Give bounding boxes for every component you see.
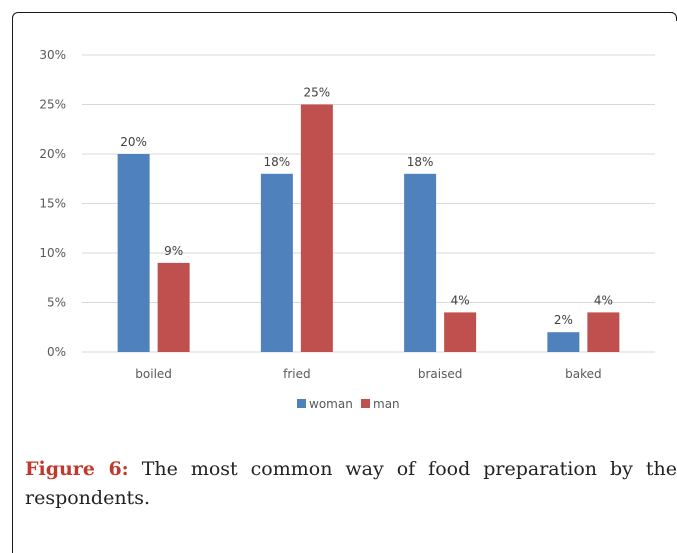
data-label-man-fried: 25%	[304, 86, 331, 100]
bar-woman-fried	[260, 173, 293, 352]
data-label-woman-braised: 18%	[407, 155, 434, 169]
x-axis-ticks: boiled fried braised baked	[135, 367, 601, 381]
bar-man-braised	[444, 312, 477, 352]
y-tick-label: 20%	[39, 147, 66, 161]
y-tick-label: 25%	[39, 98, 66, 112]
bar-woman-baked	[547, 332, 580, 352]
legend-label-man: man	[373, 397, 400, 411]
y-tick-label: 10%	[39, 246, 66, 260]
data-labels: 20% 9% 18% 25% 18% 4% 2% 4%	[120, 86, 613, 328]
y-tick-label: 30%	[39, 48, 66, 62]
legend-swatch-woman	[297, 399, 306, 408]
data-label-woman-boiled: 20%	[120, 135, 147, 149]
bar-woman-braised	[404, 173, 437, 352]
y-tick-label: 15%	[39, 197, 66, 211]
legend-swatch-man	[361, 399, 370, 408]
x-tick-label: boiled	[135, 367, 172, 381]
data-label-man-braised: 4%	[451, 293, 470, 307]
y-tick-label: 5%	[47, 296, 66, 310]
data-label-woman-baked: 2%	[554, 313, 573, 327]
y-axis-ticks: 0% 5% 10% 15% 20% 25% 30%	[39, 48, 66, 359]
x-tick-label: fried	[283, 367, 311, 381]
bar-chart: 0% 5% 10% 15% 20% 25% 30% 20% 9% 18% 25% 18% 4% 2% 4%…	[39, 48, 655, 411]
data-label-man-boiled: 9%	[164, 244, 183, 258]
legend: woman man	[297, 397, 400, 411]
caption-text: The most common way of food preparation …	[25, 458, 677, 509]
bar-man-baked	[587, 312, 620, 352]
y-tick-label: 0%	[47, 345, 66, 359]
figure-caption: Figure 6: The most common way of food pr…	[25, 455, 677, 513]
caption-label: Figure 6:	[25, 458, 129, 480]
figure-frame	[12, 12, 673, 553]
bar-man-boiled	[157, 262, 190, 352]
data-label-man-baked: 4%	[594, 293, 613, 307]
bar-woman-boiled	[117, 154, 150, 352]
x-tick-label: baked	[565, 367, 602, 381]
bars	[117, 104, 620, 352]
bar-man-fried	[300, 104, 333, 352]
x-tick-label: braised	[418, 367, 463, 381]
data-label-woman-fried: 18%	[264, 155, 291, 169]
legend-label-woman: woman	[309, 397, 353, 411]
